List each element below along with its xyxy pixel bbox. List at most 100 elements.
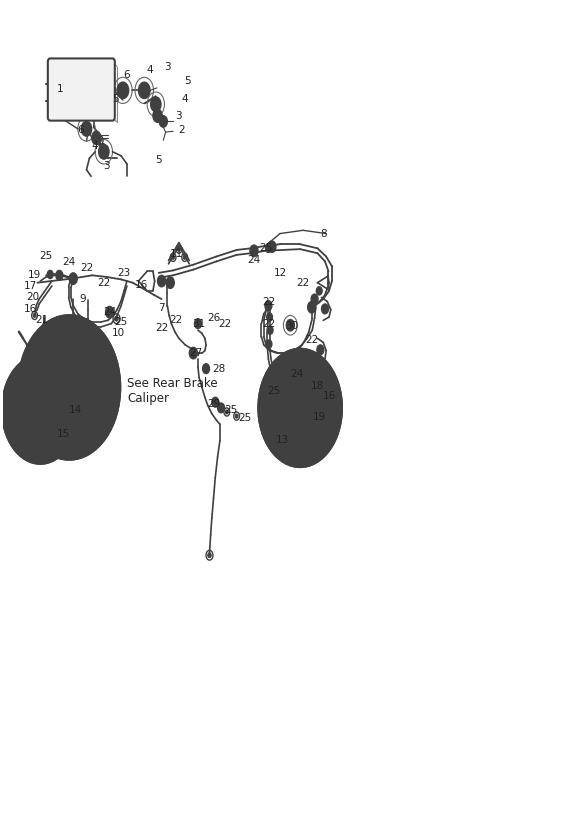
Circle shape [47, 270, 53, 279]
Circle shape [195, 319, 201, 329]
Circle shape [277, 375, 323, 441]
Text: 19: 19 [312, 412, 326, 422]
Circle shape [267, 326, 273, 335]
Circle shape [268, 316, 271, 319]
Circle shape [286, 320, 294, 331]
Text: 25: 25 [224, 405, 237, 414]
Circle shape [276, 381, 283, 391]
Circle shape [171, 255, 174, 260]
Text: 29: 29 [207, 399, 220, 409]
Circle shape [208, 553, 211, 558]
Circle shape [324, 307, 326, 311]
Circle shape [267, 303, 270, 308]
Text: 8: 8 [320, 229, 326, 240]
Circle shape [76, 438, 82, 445]
Circle shape [153, 109, 162, 122]
Circle shape [159, 115, 167, 127]
Circle shape [40, 364, 44, 370]
Text: 28: 28 [213, 363, 226, 373]
Circle shape [106, 307, 114, 318]
Text: 22: 22 [296, 278, 310, 288]
Circle shape [267, 246, 270, 250]
Text: 21: 21 [36, 315, 48, 325]
Text: 6: 6 [124, 70, 130, 80]
Text: 9: 9 [79, 294, 86, 304]
Circle shape [191, 350, 195, 356]
Text: 22: 22 [262, 319, 275, 329]
Text: 22: 22 [262, 297, 275, 307]
Text: 25: 25 [259, 243, 272, 253]
FancyBboxPatch shape [48, 59, 115, 120]
Circle shape [317, 345, 324, 354]
Circle shape [101, 148, 106, 155]
Circle shape [226, 410, 229, 414]
Circle shape [328, 421, 333, 428]
Text: 3: 3 [175, 110, 182, 121]
Text: 25: 25 [114, 317, 128, 327]
Text: 20: 20 [26, 292, 40, 302]
Circle shape [33, 313, 36, 317]
Circle shape [268, 241, 276, 252]
Circle shape [94, 344, 100, 352]
Circle shape [9, 418, 13, 424]
Text: 22: 22 [155, 323, 168, 333]
Circle shape [322, 304, 328, 314]
Circle shape [139, 82, 150, 99]
Circle shape [196, 321, 199, 325]
Circle shape [117, 82, 129, 99]
Circle shape [41, 330, 43, 334]
Text: 24: 24 [103, 307, 116, 317]
Circle shape [291, 372, 294, 377]
Text: 18: 18 [311, 381, 324, 391]
Circle shape [22, 371, 26, 377]
Circle shape [19, 440, 23, 446]
Circle shape [71, 276, 75, 281]
Circle shape [318, 369, 323, 376]
Circle shape [168, 280, 172, 285]
Circle shape [150, 97, 161, 111]
Text: 31: 31 [192, 320, 206, 330]
Text: 16: 16 [24, 304, 37, 314]
Text: 27: 27 [189, 348, 203, 358]
Circle shape [2, 355, 79, 464]
Circle shape [161, 119, 165, 124]
Circle shape [250, 245, 258, 256]
Circle shape [269, 328, 272, 332]
Circle shape [278, 440, 282, 447]
Circle shape [183, 255, 186, 260]
Circle shape [104, 398, 110, 405]
Circle shape [259, 349, 342, 467]
Text: 4: 4 [181, 95, 188, 105]
Circle shape [38, 423, 44, 431]
Text: 6: 6 [78, 124, 84, 134]
Circle shape [319, 348, 322, 352]
Circle shape [202, 363, 209, 373]
Circle shape [268, 342, 271, 346]
Circle shape [329, 393, 333, 400]
Circle shape [157, 275, 166, 287]
Circle shape [318, 289, 321, 293]
Circle shape [282, 391, 285, 394]
Circle shape [280, 388, 286, 396]
Circle shape [19, 378, 62, 441]
Circle shape [92, 131, 101, 144]
Circle shape [265, 301, 272, 311]
Circle shape [31, 396, 50, 423]
Circle shape [104, 369, 110, 377]
Circle shape [310, 305, 314, 310]
Text: 4: 4 [147, 65, 153, 75]
Text: 24: 24 [247, 255, 261, 265]
Circle shape [29, 398, 34, 405]
Circle shape [156, 113, 160, 119]
Circle shape [315, 443, 320, 450]
Circle shape [217, 403, 224, 413]
Text: 4: 4 [92, 141, 99, 151]
Circle shape [76, 330, 82, 338]
Circle shape [66, 422, 71, 428]
Text: 5: 5 [156, 155, 162, 165]
Circle shape [56, 438, 62, 445]
Circle shape [212, 397, 219, 407]
Circle shape [57, 369, 82, 405]
Circle shape [311, 294, 318, 304]
Circle shape [19, 316, 120, 460]
